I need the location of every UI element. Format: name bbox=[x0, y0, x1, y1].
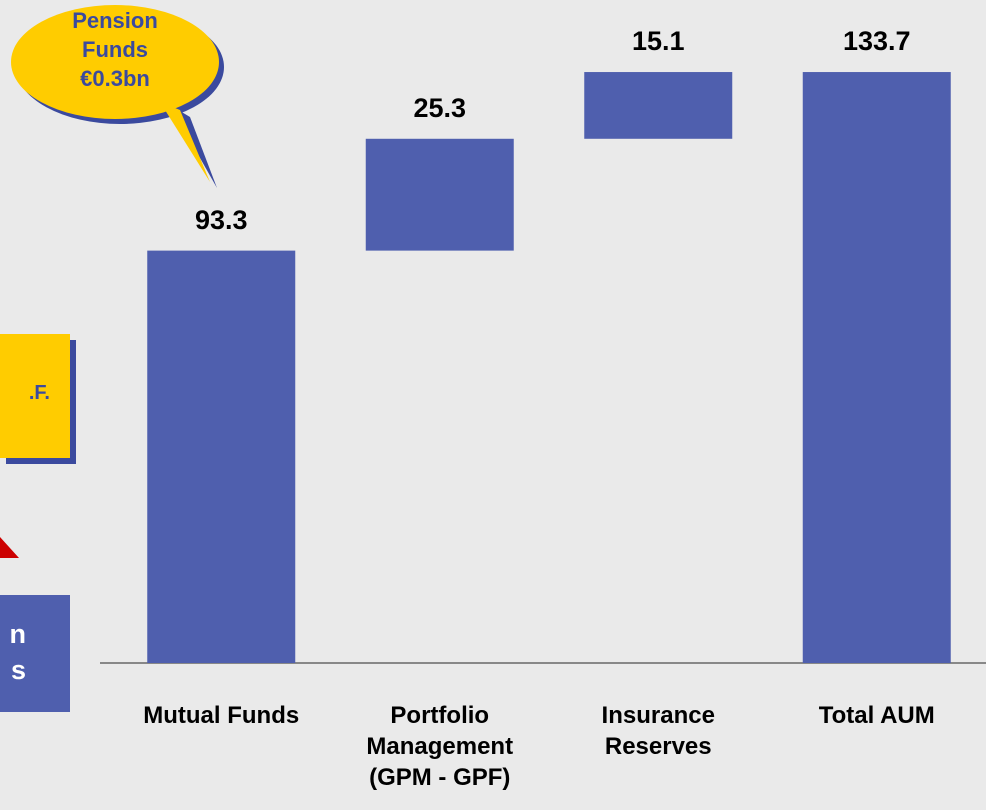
bar bbox=[365, 138, 514, 251]
bar bbox=[147, 250, 296, 663]
arrow bbox=[0, 537, 19, 558]
x-tick-label: Portfolio Management (GPM - GPF) bbox=[366, 702, 514, 791]
x-tick-label: Total AUM bbox=[818, 702, 935, 729]
value-label: 133.7 bbox=[842, 26, 911, 57]
callout-tail bbox=[160, 102, 210, 182]
value-label: 15.1 bbox=[631, 26, 685, 57]
value-label: 93.3 bbox=[194, 204, 248, 235]
bar bbox=[802, 72, 951, 663]
callout-text: Pension Funds €0.3bn bbox=[72, 8, 158, 91]
x-tick-label: Insurance Reserves bbox=[601, 702, 715, 760]
side-panel-text: n s bbox=[9, 619, 27, 685]
callout-bubble bbox=[11, 5, 219, 119]
side-box-text: .F. bbox=[28, 382, 50, 404]
side-panel bbox=[0, 595, 70, 712]
x-tick-label: Mutual Funds bbox=[143, 702, 300, 729]
bar bbox=[584, 72, 733, 139]
value-label: 25.3 bbox=[413, 92, 467, 123]
side-box bbox=[0, 334, 70, 458]
